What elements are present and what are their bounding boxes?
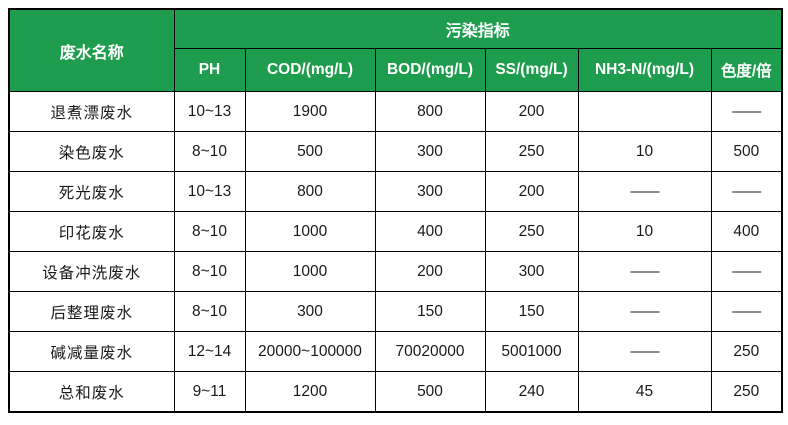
- data-cell: 8~10: [173, 251, 246, 292]
- table-row: 后整理废水 8~10 300 150 150 —— ——: [8, 291, 783, 332]
- data-cell: ——: [710, 171, 783, 212]
- header-cell-chroma: 色度/倍: [710, 48, 783, 92]
- data-cell: 10: [577, 131, 712, 172]
- data-cell: 300: [374, 131, 486, 172]
- table-row: 印花废水 8~10 1000 400 250 10 400: [8, 211, 783, 252]
- data-cell: [577, 91, 712, 132]
- data-cell: 250: [484, 131, 579, 172]
- data-cell: 800: [374, 91, 486, 132]
- header-cell-ss: SS/(mg/L): [484, 48, 579, 92]
- data-cell: 300: [244, 291, 376, 332]
- header-row-group: 废水名称 污染指标: [8, 8, 783, 92]
- data-cell: 1000: [244, 211, 376, 252]
- data-cell: 8~10: [173, 211, 246, 252]
- row-name-cell: 后整理废水: [8, 291, 175, 332]
- data-cell: ——: [577, 291, 712, 332]
- data-cell: 800: [244, 171, 376, 212]
- header-cell-ph: PH: [173, 48, 246, 92]
- data-cell: ——: [710, 251, 783, 292]
- data-cell: 300: [484, 251, 579, 292]
- data-cell: 1000: [244, 251, 376, 292]
- row-name-cell: 死光废水: [8, 171, 175, 212]
- row-name-cell: 碱减量废水: [8, 331, 175, 372]
- row-name-cell: 总和废水: [8, 371, 175, 413]
- data-cell: 200: [374, 251, 486, 292]
- data-cell: 9~11: [173, 371, 246, 413]
- table-header: 废水名称 污染指标 PH COD/(mg/L) BOD/(mg/L) SS/(m…: [8, 8, 783, 92]
- row-name-cell: 退煮漂废水: [8, 91, 175, 132]
- data-cell: 10~13: [173, 171, 246, 212]
- data-cell: 500: [710, 131, 783, 172]
- row-name-cell: 设备冲洗废水: [8, 251, 175, 292]
- data-cell: 10: [577, 211, 712, 252]
- data-cell: 12~14: [173, 331, 246, 372]
- data-cell: 8~10: [173, 131, 246, 172]
- table-body: 退煮漂废水 10~13 1900 800 200 —— 染色废水 8~10 500 300 250 1…: [8, 91, 783, 413]
- data-cell: 10~13: [173, 91, 246, 132]
- data-cell: 240: [484, 371, 579, 413]
- wastewater-pollution-table: 废水名称 污染指标 PH COD/(mg/L) BOD/(mg/L) SS/(m…: [8, 8, 784, 413]
- data-cell: 70020000: [374, 331, 486, 372]
- data-cell: 150: [484, 291, 579, 332]
- data-cell: 500: [244, 131, 376, 172]
- data-cell: 250: [710, 371, 783, 413]
- header-row-columns: PH COD/(mg/L) BOD/(mg/L) SS/(mg/L) NH3-N…: [9, 48, 783, 92]
- data-cell: 150: [374, 291, 486, 332]
- data-cell: ——: [710, 91, 783, 132]
- table-row: 死光废水 10~13 800 300 200 —— ——: [8, 171, 783, 212]
- data-cell: 5001000: [484, 331, 579, 372]
- header-cell-wastewater-name: 废水名称: [8, 8, 175, 92]
- data-cell: 20000~100000: [244, 331, 376, 372]
- data-cell: 200: [484, 91, 579, 132]
- table-row: 碱减量废水 12~14 20000~100000 70020000 5001000 —— 2…: [8, 331, 783, 372]
- row-name-cell: 印花废水: [8, 211, 175, 252]
- table-row: 染色废水 8~10 500 300 250 10 500: [8, 131, 783, 172]
- data-cell: ——: [577, 251, 712, 292]
- data-cell: 400: [710, 211, 783, 252]
- data-cell: 400: [374, 211, 486, 252]
- table-row: 退煮漂废水 10~13 1900 800 200 ——: [8, 91, 783, 132]
- data-cell: ——: [577, 331, 712, 372]
- header-cell-nh3n: NH3-N/(mg/L): [577, 48, 712, 92]
- data-cell: 300: [374, 171, 486, 212]
- data-cell: 8~10: [173, 291, 246, 332]
- table-row: 总和废水 9~11 1200 500 240 45 250: [8, 371, 783, 413]
- data-cell: 1900: [244, 91, 376, 132]
- row-name-cell: 染色废水: [8, 131, 175, 172]
- data-cell: 250: [710, 331, 783, 372]
- header-cell-cod: COD/(mg/L): [244, 48, 376, 92]
- data-cell: 200: [484, 171, 579, 212]
- header-cell-pollution-index-group: 污染指标: [173, 8, 783, 49]
- table-row: 设备冲洗废水 8~10 1000 200 300 —— ——: [8, 251, 783, 292]
- data-cell: 500: [374, 371, 486, 413]
- data-cell: 1200: [244, 371, 376, 413]
- data-cell: ——: [710, 291, 783, 332]
- data-cell: 250: [484, 211, 579, 252]
- header-cell-bod: BOD/(mg/L): [374, 48, 486, 92]
- data-cell: 45: [577, 371, 712, 413]
- data-cell: ——: [577, 171, 712, 212]
